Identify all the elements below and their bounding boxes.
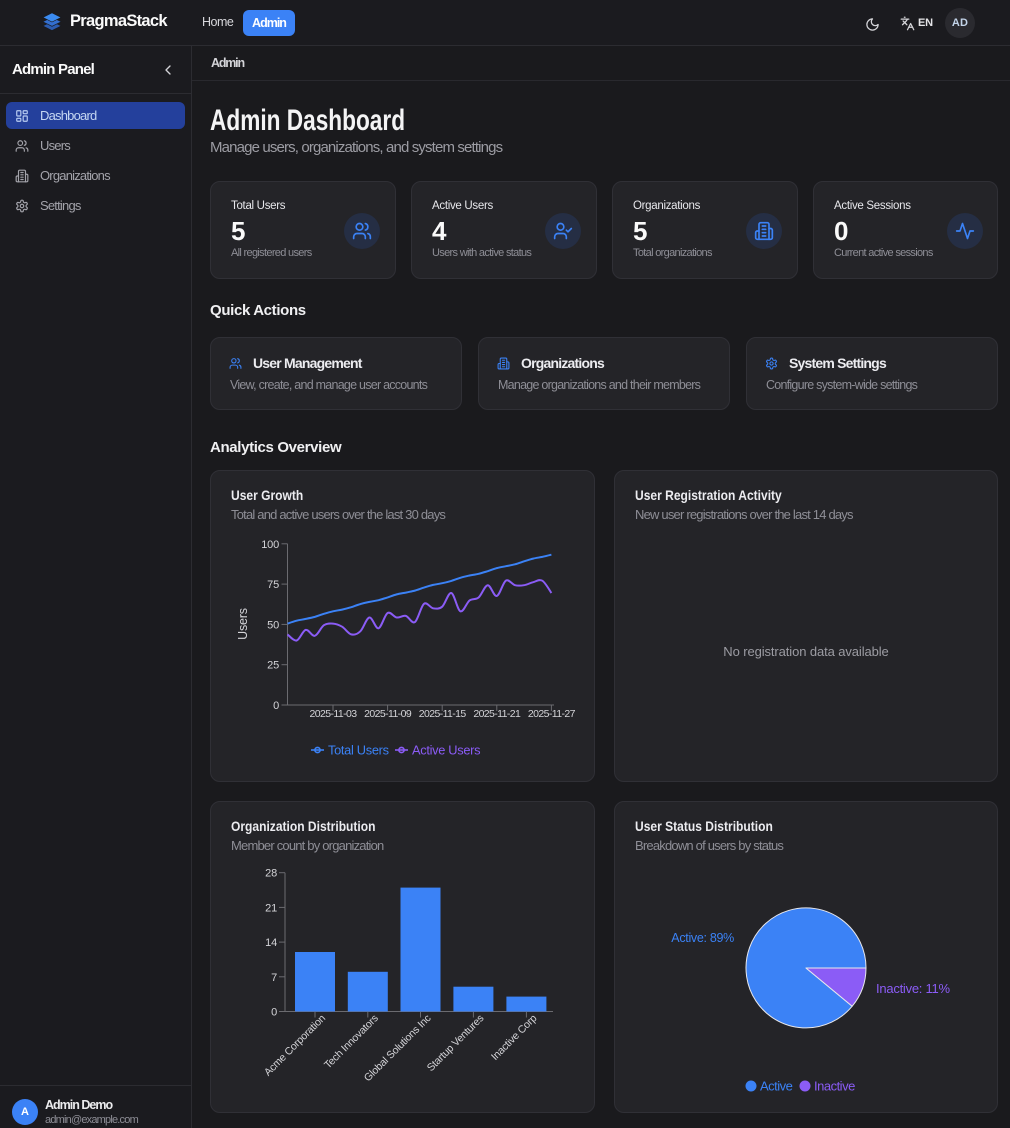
svg-text:Total Users: Total Users	[328, 743, 389, 758]
svg-text:21: 21	[265, 902, 277, 914]
svg-text:Active Users: Active Users	[412, 743, 480, 758]
svg-text:0: 0	[271, 1007, 277, 1019]
svg-text:2025-11-27: 2025-11-27	[528, 708, 576, 720]
svg-text:Tech Innovators: Tech Innovators	[322, 1012, 381, 1071]
svg-text:2025-11-09: 2025-11-09	[364, 708, 412, 720]
svg-text:100: 100	[261, 539, 279, 551]
svg-text:14: 14	[265, 937, 277, 949]
svg-text:Inactive: Inactive	[814, 1079, 855, 1094]
svg-text:25: 25	[267, 660, 279, 672]
svg-text:Inactive: 11%: Inactive: 11%	[876, 981, 951, 996]
svg-text:Active: 89%: Active: 89%	[671, 931, 734, 945]
svg-text:0: 0	[273, 700, 279, 712]
svg-text:Inactive Corp: Inactive Corp	[489, 1012, 540, 1063]
svg-text:2025-11-21: 2025-11-21	[473, 708, 521, 720]
svg-text:Users: Users	[236, 608, 250, 640]
svg-text:2025-11-03: 2025-11-03	[310, 708, 358, 720]
svg-text:28: 28	[265, 868, 277, 880]
svg-text:Startup Ventures: Startup Ventures	[425, 1012, 487, 1074]
svg-text:50: 50	[267, 619, 279, 631]
svg-text:2025-11-15: 2025-11-15	[419, 708, 467, 720]
svg-text:7: 7	[271, 972, 277, 984]
svg-text:75: 75	[267, 579, 279, 591]
svg-text:Acme Corporation: Acme Corporation	[262, 1012, 328, 1078]
svg-text:Active: Active	[760, 1079, 793, 1094]
